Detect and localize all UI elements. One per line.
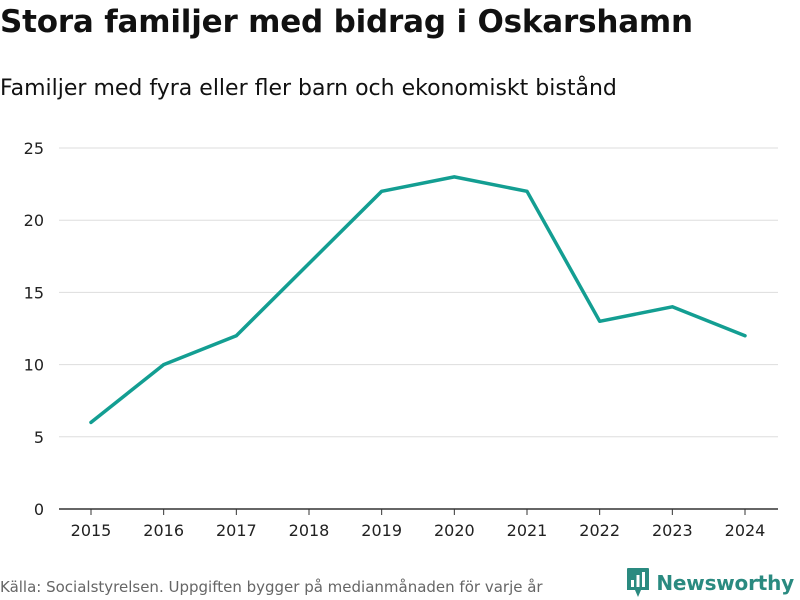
x-tick-label-2021: 2021 — [507, 521, 548, 540]
x-tick-label-2023: 2023 — [652, 521, 693, 540]
newsworthy-logo-icon — [627, 568, 650, 597]
x-tick-label-2019: 2019 — [361, 521, 402, 540]
data-point-2024 — [743, 334, 747, 338]
series-line-0 — [89, 175, 747, 425]
y-tick-label-0: 0 — [34, 500, 44, 519]
x-tick-label-2016: 2016 — [143, 521, 184, 540]
y-tick-label-15: 15 — [24, 283, 44, 302]
data-point-2015 — [89, 420, 93, 424]
brand-name: Newsworthy — [656, 571, 794, 595]
x-tick-label-2018: 2018 — [289, 521, 330, 540]
x-tick-label-2022: 2022 — [579, 521, 620, 540]
chart-subtitle: Familjer med fyra eller fler barn och ek… — [0, 76, 617, 101]
data-point-2017 — [234, 334, 238, 338]
y-tick-label-25: 25 — [24, 139, 44, 158]
data-point-2019 — [380, 189, 384, 193]
y-tick-label-10: 10 — [24, 356, 44, 375]
y-tick-label-5: 5 — [34, 428, 44, 447]
series-layer — [89, 175, 747, 425]
x-tick-label-2015: 2015 — [71, 521, 112, 540]
data-point-2021 — [525, 189, 529, 193]
y-axis-tick-labels: 0 5 10 15 20 25 — [24, 139, 44, 519]
data-point-2022 — [598, 319, 602, 323]
data-point-2018 — [307, 262, 311, 266]
x-tick-label-2020: 2020 — [434, 521, 475, 540]
x-tick-label-2017: 2017 — [216, 521, 257, 540]
data-point-2020 — [452, 175, 456, 179]
y-tick-label-20: 20 — [24, 211, 44, 230]
x-tick-label-2024: 2024 — [725, 521, 766, 540]
gridlines — [59, 147, 778, 438]
source-note: Källa: Socialstyrelsen. Uppgiften bygger… — [0, 578, 543, 596]
data-point-2023 — [670, 305, 674, 309]
brand-logo: Newsworthy — [626, 567, 794, 599]
data-point-2016 — [162, 363, 166, 367]
x-axis: 2015 2016 2017 2018 2019 2020 2021 2022 2023 2024 — [59, 508, 778, 540]
chart-title: Stora familjer med bidrag i Oskarshamn — [0, 4, 693, 40]
